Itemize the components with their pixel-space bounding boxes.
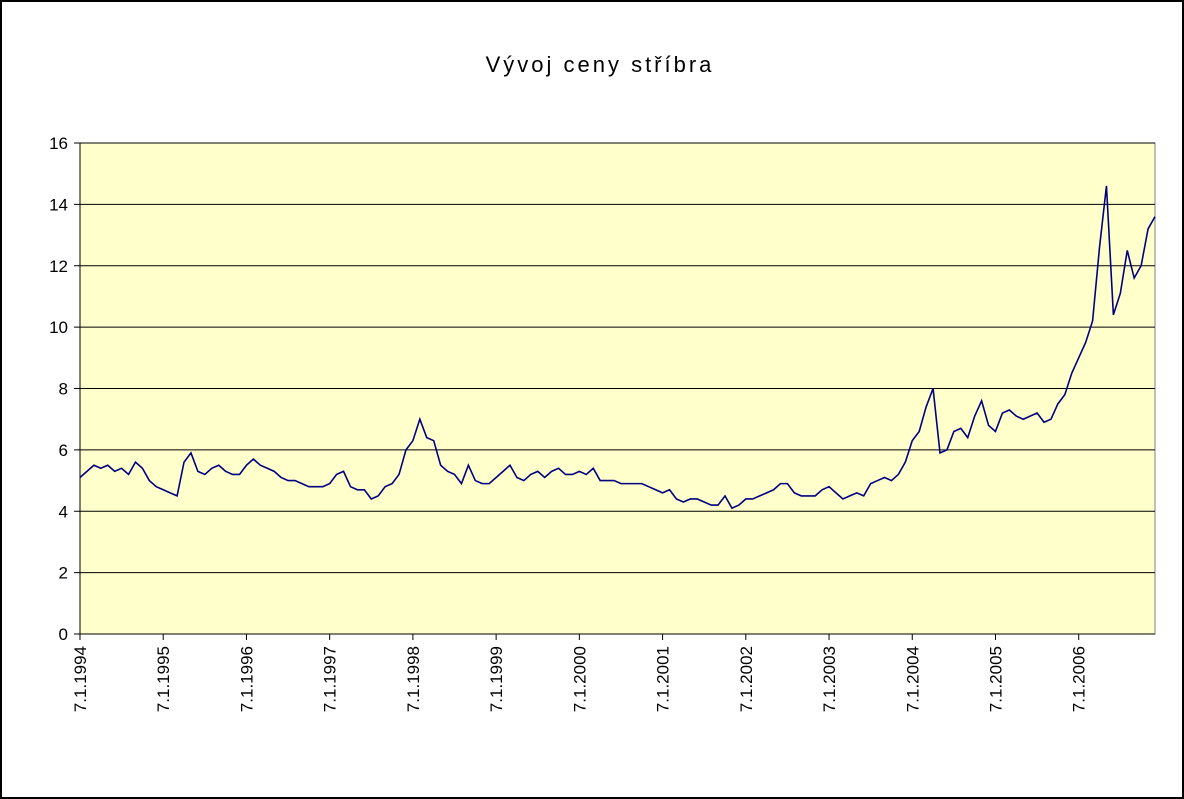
- y-tick-label: 16: [49, 134, 68, 153]
- y-tick-label: 6: [59, 441, 68, 460]
- x-tick-label: 7.1.1994: [71, 646, 90, 712]
- x-tick-label: 7.1.2000: [570, 646, 589, 712]
- x-tick-label: 7.1.2001: [654, 646, 673, 712]
- y-tick-label: 4: [59, 502, 68, 521]
- y-tick-label: 10: [49, 318, 68, 337]
- x-tick-label: 7.1.2003: [820, 646, 839, 712]
- y-tick-label: 2: [59, 564, 68, 583]
- x-tick-label: 7.1.2004: [903, 646, 922, 712]
- x-tick-label: 7.1.1996: [237, 646, 256, 712]
- y-tick-label: 12: [49, 257, 68, 276]
- chart-title: Vývoj ceny stříbra: [486, 52, 715, 77]
- x-tick-label: 7.1.1997: [321, 646, 340, 712]
- x-tick-label: 7.1.1998: [404, 646, 423, 712]
- x-tick-label: 7.1.2006: [1070, 646, 1089, 712]
- x-tick-label: 7.1.1995: [154, 646, 173, 712]
- y-tick-label: 8: [59, 380, 68, 399]
- y-tick-label: 0: [59, 625, 68, 644]
- x-tick-label: 7.1.2002: [737, 646, 756, 712]
- y-tick-label: 14: [49, 195, 68, 214]
- x-tick-label: 7.1.2005: [986, 646, 1005, 712]
- price-line: [79, 185, 1156, 510]
- x-tick-label: 7.1.1999: [487, 646, 506, 712]
